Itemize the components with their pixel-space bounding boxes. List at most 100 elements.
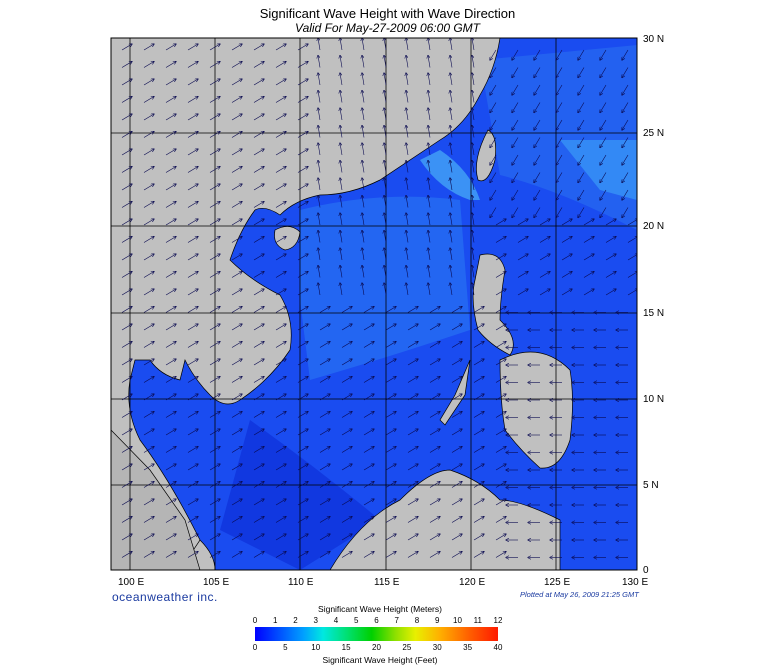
wave-arrow	[407, 394, 418, 401]
wave-arrow	[275, 377, 286, 383]
wave-arrow	[143, 552, 154, 558]
lat-label-15: 15 N	[643, 308, 664, 319]
wave-arrow	[275, 272, 286, 278]
wave-arrow	[385, 412, 396, 418]
wave-arrow	[165, 219, 176, 226]
wave-arrow	[319, 412, 330, 418]
wave-arrow	[363, 324, 374, 331]
wave-arrow	[495, 447, 506, 453]
wave-arrow	[363, 342, 374, 348]
wave-arrow	[385, 482, 396, 488]
wave-arrow	[450, 126, 453, 138]
wave-arrow	[495, 342, 506, 348]
wave-arrow	[406, 161, 409, 173]
wave-arrow	[340, 91, 343, 103]
wave-arrow	[362, 283, 365, 296]
wave-arrow	[231, 429, 242, 436]
lat-label-30: 30 N	[643, 34, 664, 45]
wave-arrow	[209, 184, 220, 191]
wave-arrow	[165, 289, 176, 296]
wave-arrow	[428, 161, 431, 173]
wave-arrow	[231, 79, 242, 86]
wave-arrow	[275, 237, 286, 243]
wave-arrow	[407, 534, 418, 541]
wave-arrow	[407, 307, 418, 313]
wave-arrow	[578, 172, 585, 183]
wave-arrow	[187, 97, 198, 103]
wave-arrow	[384, 196, 387, 208]
wave-arrow	[407, 482, 418, 488]
wave-arrow	[512, 137, 519, 148]
wave-arrow	[143, 499, 154, 506]
wave-arrow	[165, 482, 176, 488]
wave-arrow	[253, 167, 264, 173]
wave-arrow	[187, 517, 198, 523]
wave-arrow	[600, 189, 607, 200]
wave-arrow	[275, 62, 286, 68]
wave-arrow	[495, 394, 506, 401]
wave-arrow	[622, 172, 629, 183]
wave-arrow	[450, 248, 453, 261]
wave-arrow	[450, 38, 453, 51]
wave-arrow	[556, 67, 563, 78]
wave-arrow	[121, 114, 132, 121]
wave-arrow	[165, 79, 176, 86]
wave-arrow	[275, 149, 286, 156]
lon-label-130: 130 E	[622, 577, 648, 588]
wave-arrow	[605, 289, 616, 296]
wave-arrow	[209, 272, 220, 278]
wave-arrow	[385, 359, 396, 366]
wave-arrow	[428, 283, 431, 296]
wave-arrow	[362, 143, 365, 156]
wave-arrow	[622, 137, 629, 148]
wave-arrow	[490, 119, 497, 130]
wave-arrow	[209, 499, 220, 506]
wave-arrow	[600, 49, 607, 60]
wave-arrow	[165, 464, 176, 471]
wave-arrow	[473, 552, 484, 558]
wave-arrow	[143, 237, 154, 243]
wave-arrow	[384, 108, 387, 121]
wave-arrow	[275, 394, 286, 401]
wave-arrow	[340, 38, 343, 51]
wave-arrow	[209, 359, 220, 366]
wave-arrow	[275, 447, 286, 453]
wave-arrow	[363, 499, 374, 506]
wave-arrow	[600, 102, 607, 113]
wave-arrow	[490, 102, 497, 113]
wave-arrow	[143, 62, 154, 68]
wave-arrow	[121, 62, 132, 68]
wave-arrow	[473, 359, 484, 366]
wave-arrow	[429, 482, 440, 488]
wave-arrow	[495, 359, 506, 366]
wave-arrow	[275, 324, 286, 331]
wave-arrow	[187, 324, 198, 331]
wave-arrow	[407, 552, 418, 558]
wave-arrow	[231, 114, 242, 121]
wave-arrow	[534, 207, 541, 218]
wave-arrow	[165, 359, 176, 366]
wave-arrow	[231, 132, 242, 138]
wave-arrow	[341, 517, 352, 523]
wave-arrow	[275, 289, 286, 296]
wave-arrow	[517, 237, 528, 243]
wave-arrow	[187, 534, 198, 541]
wave-arrow	[121, 534, 132, 541]
wave-arrow	[622, 154, 629, 165]
wave-arrow	[275, 342, 286, 348]
wave-arrow	[451, 377, 462, 383]
wave-arrow	[187, 184, 198, 191]
wave-arrow	[187, 412, 198, 418]
wave-arrow	[209, 464, 220, 471]
wave-arrow	[495, 429, 506, 436]
wave-arrow	[231, 552, 242, 558]
wave-arrow	[384, 56, 387, 68]
legend-feet-tick: 5	[283, 643, 288, 652]
wave-arrow	[362, 213, 365, 226]
wave-arrow	[341, 447, 352, 453]
wave-arrow	[490, 172, 497, 183]
wave-arrow	[318, 248, 321, 261]
wave-arrow	[428, 91, 431, 103]
wave-arrow	[187, 307, 198, 313]
legend-feet-tick: 25	[402, 643, 412, 652]
